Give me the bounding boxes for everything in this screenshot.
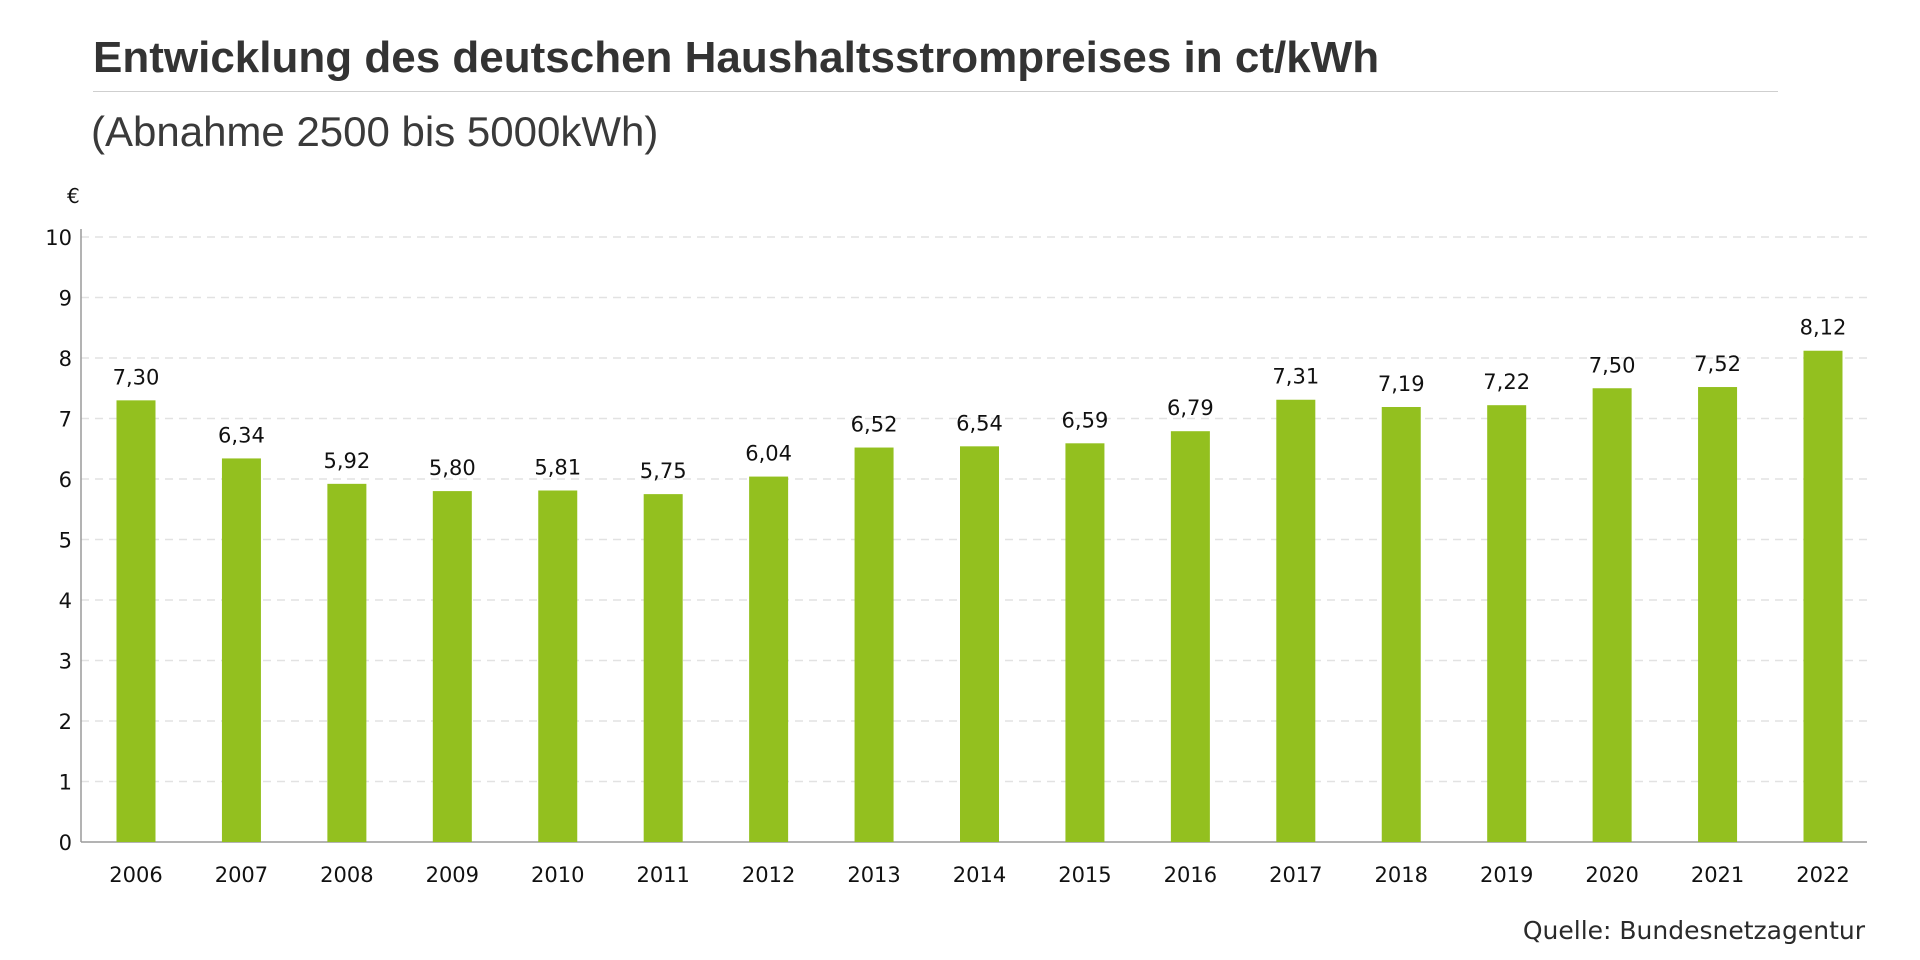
gridlines: [81, 236, 1867, 783]
bar-2010: [538, 490, 578, 842]
data-label-2021: 7,52: [1694, 352, 1741, 376]
bar-2022: [1803, 350, 1843, 842]
x-tick-label-2015: 2015: [1058, 863, 1111, 887]
title-divider: [93, 91, 1778, 92]
bar-2016: [1170, 431, 1210, 842]
data-label-2016: 6,79: [1167, 396, 1214, 420]
bar-2021: [1698, 387, 1738, 842]
bar-2013: [854, 447, 894, 842]
x-tick-label-2012: 2012: [742, 863, 795, 887]
data-label-2008: 5,92: [323, 449, 370, 473]
data-label-2022: 8,12: [1800, 316, 1847, 340]
data-label-2009: 5,80: [429, 456, 476, 480]
data-label-2017: 7,31: [1272, 365, 1319, 389]
y-tick-label: 3: [59, 650, 72, 674]
bar-2007: [221, 458, 261, 842]
chart-title: Entwicklung des deutschen Haushaltsstrom…: [93, 33, 1380, 82]
bar-2009: [432, 491, 472, 842]
y-tick-label: 2: [59, 710, 72, 734]
x-tick-label-2018: 2018: [1375, 863, 1428, 887]
bar-2019: [1487, 405, 1527, 842]
x-tick-label-2020: 2020: [1585, 863, 1638, 887]
x-tick-label-2016: 2016: [1164, 863, 1217, 887]
x-tick-label-2019: 2019: [1480, 863, 1533, 887]
y-tick-label: 1: [59, 771, 72, 795]
data-label-2007: 6,34: [218, 423, 265, 447]
x-tick-label-2011: 2011: [636, 863, 689, 887]
bar-2017: [1276, 399, 1316, 842]
data-label-2011: 5,75: [640, 459, 687, 483]
x-tick-label-2021: 2021: [1691, 863, 1744, 887]
x-tick-label-2010: 2010: [531, 863, 584, 887]
y-tick-label: 4: [59, 589, 72, 613]
labels: 0 1 2 3 4 5 6 7 8 9 10 €7,30 2006 6,34 2007 5,92 2008 5,8…: [45, 184, 1849, 887]
bar-2008: [327, 483, 367, 842]
data-label-2014: 6,54: [956, 411, 1003, 435]
x-tick-label-2017: 2017: [1269, 863, 1322, 887]
bar-2020: [1592, 388, 1632, 842]
y-tick-label: 9: [59, 287, 72, 311]
x-tick-label-2013: 2013: [847, 863, 900, 887]
bar-2012: [749, 476, 789, 842]
bar-2006: [116, 400, 156, 842]
bar-2018: [1381, 407, 1421, 842]
bars: [116, 350, 1843, 842]
chart-subtitle: (Abnahme 2500 bis 5000kWh): [91, 108, 659, 155]
y-axis-unit-label: €: [67, 184, 80, 208]
y-tick-label: 6: [59, 468, 72, 492]
data-label-2020: 7,50: [1589, 353, 1636, 377]
y-tick-label: 7: [59, 408, 72, 432]
x-tick-label-2009: 2009: [426, 863, 479, 887]
data-label-2019: 7,22: [1483, 370, 1530, 394]
data-label-2015: 6,59: [1062, 408, 1109, 432]
x-tick-label-2014: 2014: [953, 863, 1006, 887]
x-tick-label-2006: 2006: [109, 863, 162, 887]
x-tick-label-2007: 2007: [215, 863, 268, 887]
bar-2014: [960, 446, 999, 842]
bar-2011: [643, 494, 683, 842]
data-label-2013: 6,52: [851, 413, 898, 437]
x-tick-label-2022: 2022: [1796, 863, 1849, 887]
data-label-2012: 6,04: [745, 442, 792, 466]
source-note: Quelle: Bundesnetzagentur: [1522, 916, 1865, 945]
y-tick-label: 8: [59, 347, 72, 371]
y-tick-label: 5: [59, 529, 72, 553]
data-label-2018: 7,19: [1378, 372, 1425, 396]
y-tick-label: 0: [59, 831, 72, 855]
bar-2015: [1065, 443, 1105, 842]
data-label-2006: 7,30: [113, 365, 160, 389]
x-tick-label-2008: 2008: [320, 863, 373, 887]
data-label-2010: 5,81: [534, 455, 581, 479]
y-tick-label: 10: [45, 226, 72, 250]
